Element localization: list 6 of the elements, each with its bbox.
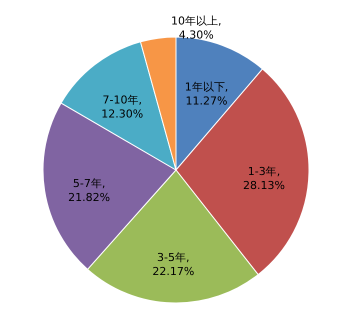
slice-label: 3-5年, 22.17% — [152, 250, 194, 278]
slice-label: 5-7年, 21.82% — [68, 176, 110, 204]
slice-label: 1年以下, 11.27% — [184, 80, 228, 108]
slice-label: 7-10年, 12.30% — [101, 93, 144, 120]
slice-label: 1-3年, 28.13% — [243, 164, 285, 192]
slice-label: 10年以上, 4.30% — [170, 14, 222, 42]
